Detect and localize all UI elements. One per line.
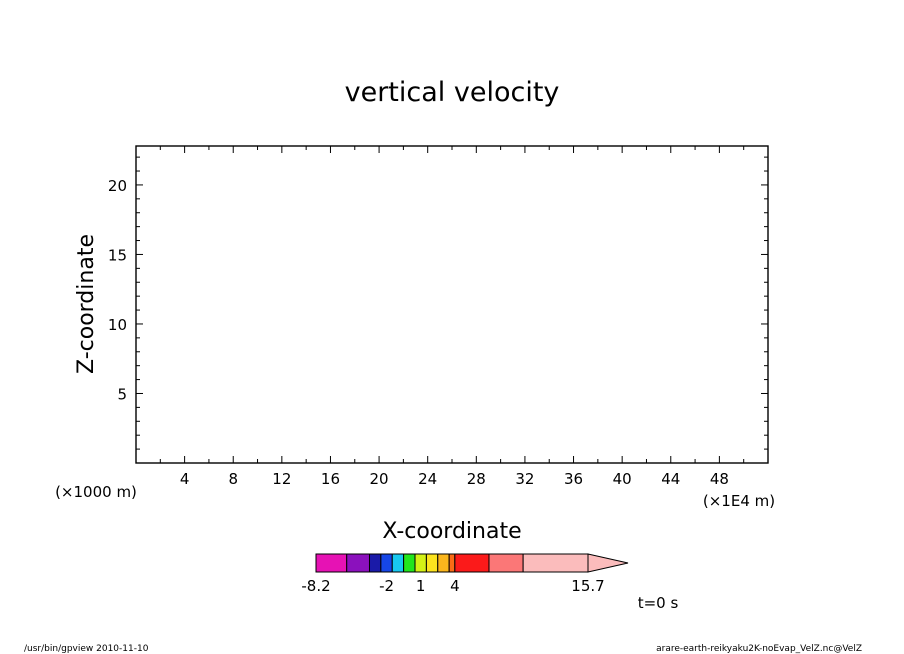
colorbar-label: 4 <box>450 577 460 595</box>
x-tick-label: 12 <box>272 470 291 488</box>
y-tick-label: 10 <box>108 316 127 334</box>
x-tick-label: 8 <box>228 470 238 488</box>
x-axis-label: X-coordinate <box>382 519 521 544</box>
time-label: t=0 s <box>638 594 679 612</box>
colorbar-label: 1 <box>416 577 426 595</box>
footer-right: arare-earth-reikyaku2K-noEvap_VelZ.nc@Ve… <box>656 644 862 654</box>
x-tick-label: 20 <box>370 470 389 488</box>
y-tick-label: 20 <box>108 177 127 195</box>
x-tick-label: 36 <box>564 470 583 488</box>
footer-left: /usr/bin/gpview 2010-11-10 <box>24 644 149 654</box>
x-tick-label: 48 <box>710 470 729 488</box>
colorbar-segment <box>425 553 439 573</box>
colorbar-segment <box>315 553 348 573</box>
x-tick-label: 44 <box>661 470 680 488</box>
colorbar-segment <box>488 553 524 573</box>
colorbar-label: -2 <box>379 577 394 595</box>
x-tick-label: 16 <box>321 470 340 488</box>
x-tick-label: 4 <box>180 470 190 488</box>
colorbar-label: -8.2 <box>301 577 330 595</box>
plot-frame <box>135 145 769 464</box>
y-axis: 5 10 15 20 <box>108 156 768 450</box>
x-axis: 4 8 12 16 20 24 28 32 36 40 44 48 <box>159 146 745 488</box>
colorbar-segment <box>437 553 450 573</box>
x-units-label: (×1E4 m) <box>703 492 775 510</box>
colorbar: -8.2 -2 1 4 15.7 <box>301 553 629 595</box>
chart-title: vertical velocity <box>345 77 560 108</box>
colorbar-segment <box>380 553 393 573</box>
colorbar-segment <box>403 553 416 573</box>
y-units-label: (×1000 m) <box>55 483 137 501</box>
colorbar-label: 15.7 <box>571 577 604 595</box>
y-axis-label: Z-coordinate <box>74 234 99 374</box>
x-tick-label: 32 <box>515 470 534 488</box>
colorbar-extension-arrow <box>587 553 629 573</box>
x-tick-label: 24 <box>418 470 437 488</box>
colorbar-segment <box>346 553 370 573</box>
colorbar-segment <box>414 553 427 573</box>
colorbar-segment <box>368 553 382 573</box>
x-tick-label: 28 <box>467 470 486 488</box>
y-tick-label: 5 <box>117 385 127 403</box>
colorbar-segment <box>454 553 490 573</box>
x-tick-label: 40 <box>613 470 632 488</box>
colorbar-segment <box>391 553 405 573</box>
y-tick-label: 15 <box>108 246 127 264</box>
colorbar-segment <box>448 553 456 573</box>
colorbar-segment <box>522 553 589 573</box>
